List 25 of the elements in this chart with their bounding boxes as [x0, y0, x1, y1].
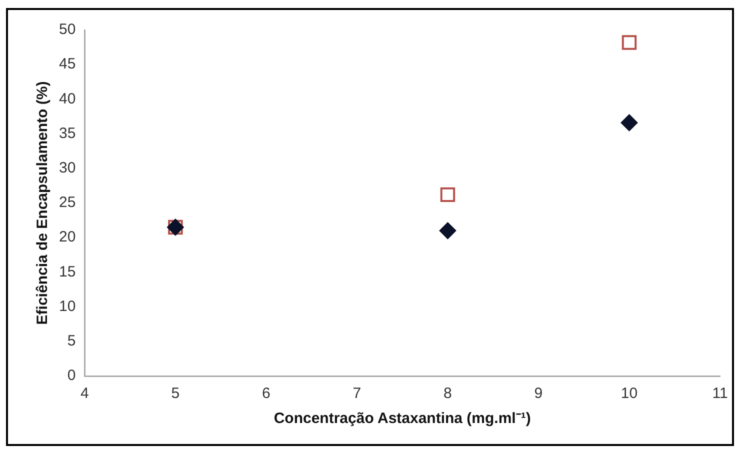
point — [439, 222, 456, 240]
y-tick-label: 35 — [58, 124, 76, 142]
y-tick-label: 50 — [58, 21, 76, 38]
x-tick-label: 11 — [712, 385, 728, 402]
x-tick-label: 5 — [171, 385, 180, 402]
x-tick-label: 10 — [620, 385, 638, 402]
point — [622, 35, 637, 50]
x-tick-label: 9 — [534, 385, 543, 402]
x-tick-label: 8 — [444, 385, 452, 402]
point — [440, 187, 456, 202]
point — [620, 114, 638, 132]
x-axis-title: Concentração Astaxantina (mg.ml⁻¹) — [274, 410, 531, 428]
y-tick-label: 5 — [67, 332, 76, 350]
y-tick-label: 40 — [58, 90, 76, 108]
x-tick-label: 6 — [262, 385, 270, 402]
y-axis-title: Eficiência de Encapsulamento (%) — [34, 81, 52, 325]
y-tick-label: 20 — [58, 228, 76, 246]
y-tick-label: 30 — [58, 160, 76, 177]
y-tick-label: 15 — [58, 263, 76, 280]
y-tick-label: 45 — [58, 56, 76, 73]
x-tick-label: 4 — [80, 385, 89, 402]
x-tick-label: 7 — [352, 385, 362, 402]
y-tick-label: 25 — [58, 194, 76, 212]
y-tick-label: 10 — [58, 298, 76, 315]
y-tick-label: 0 — [67, 367, 76, 384]
